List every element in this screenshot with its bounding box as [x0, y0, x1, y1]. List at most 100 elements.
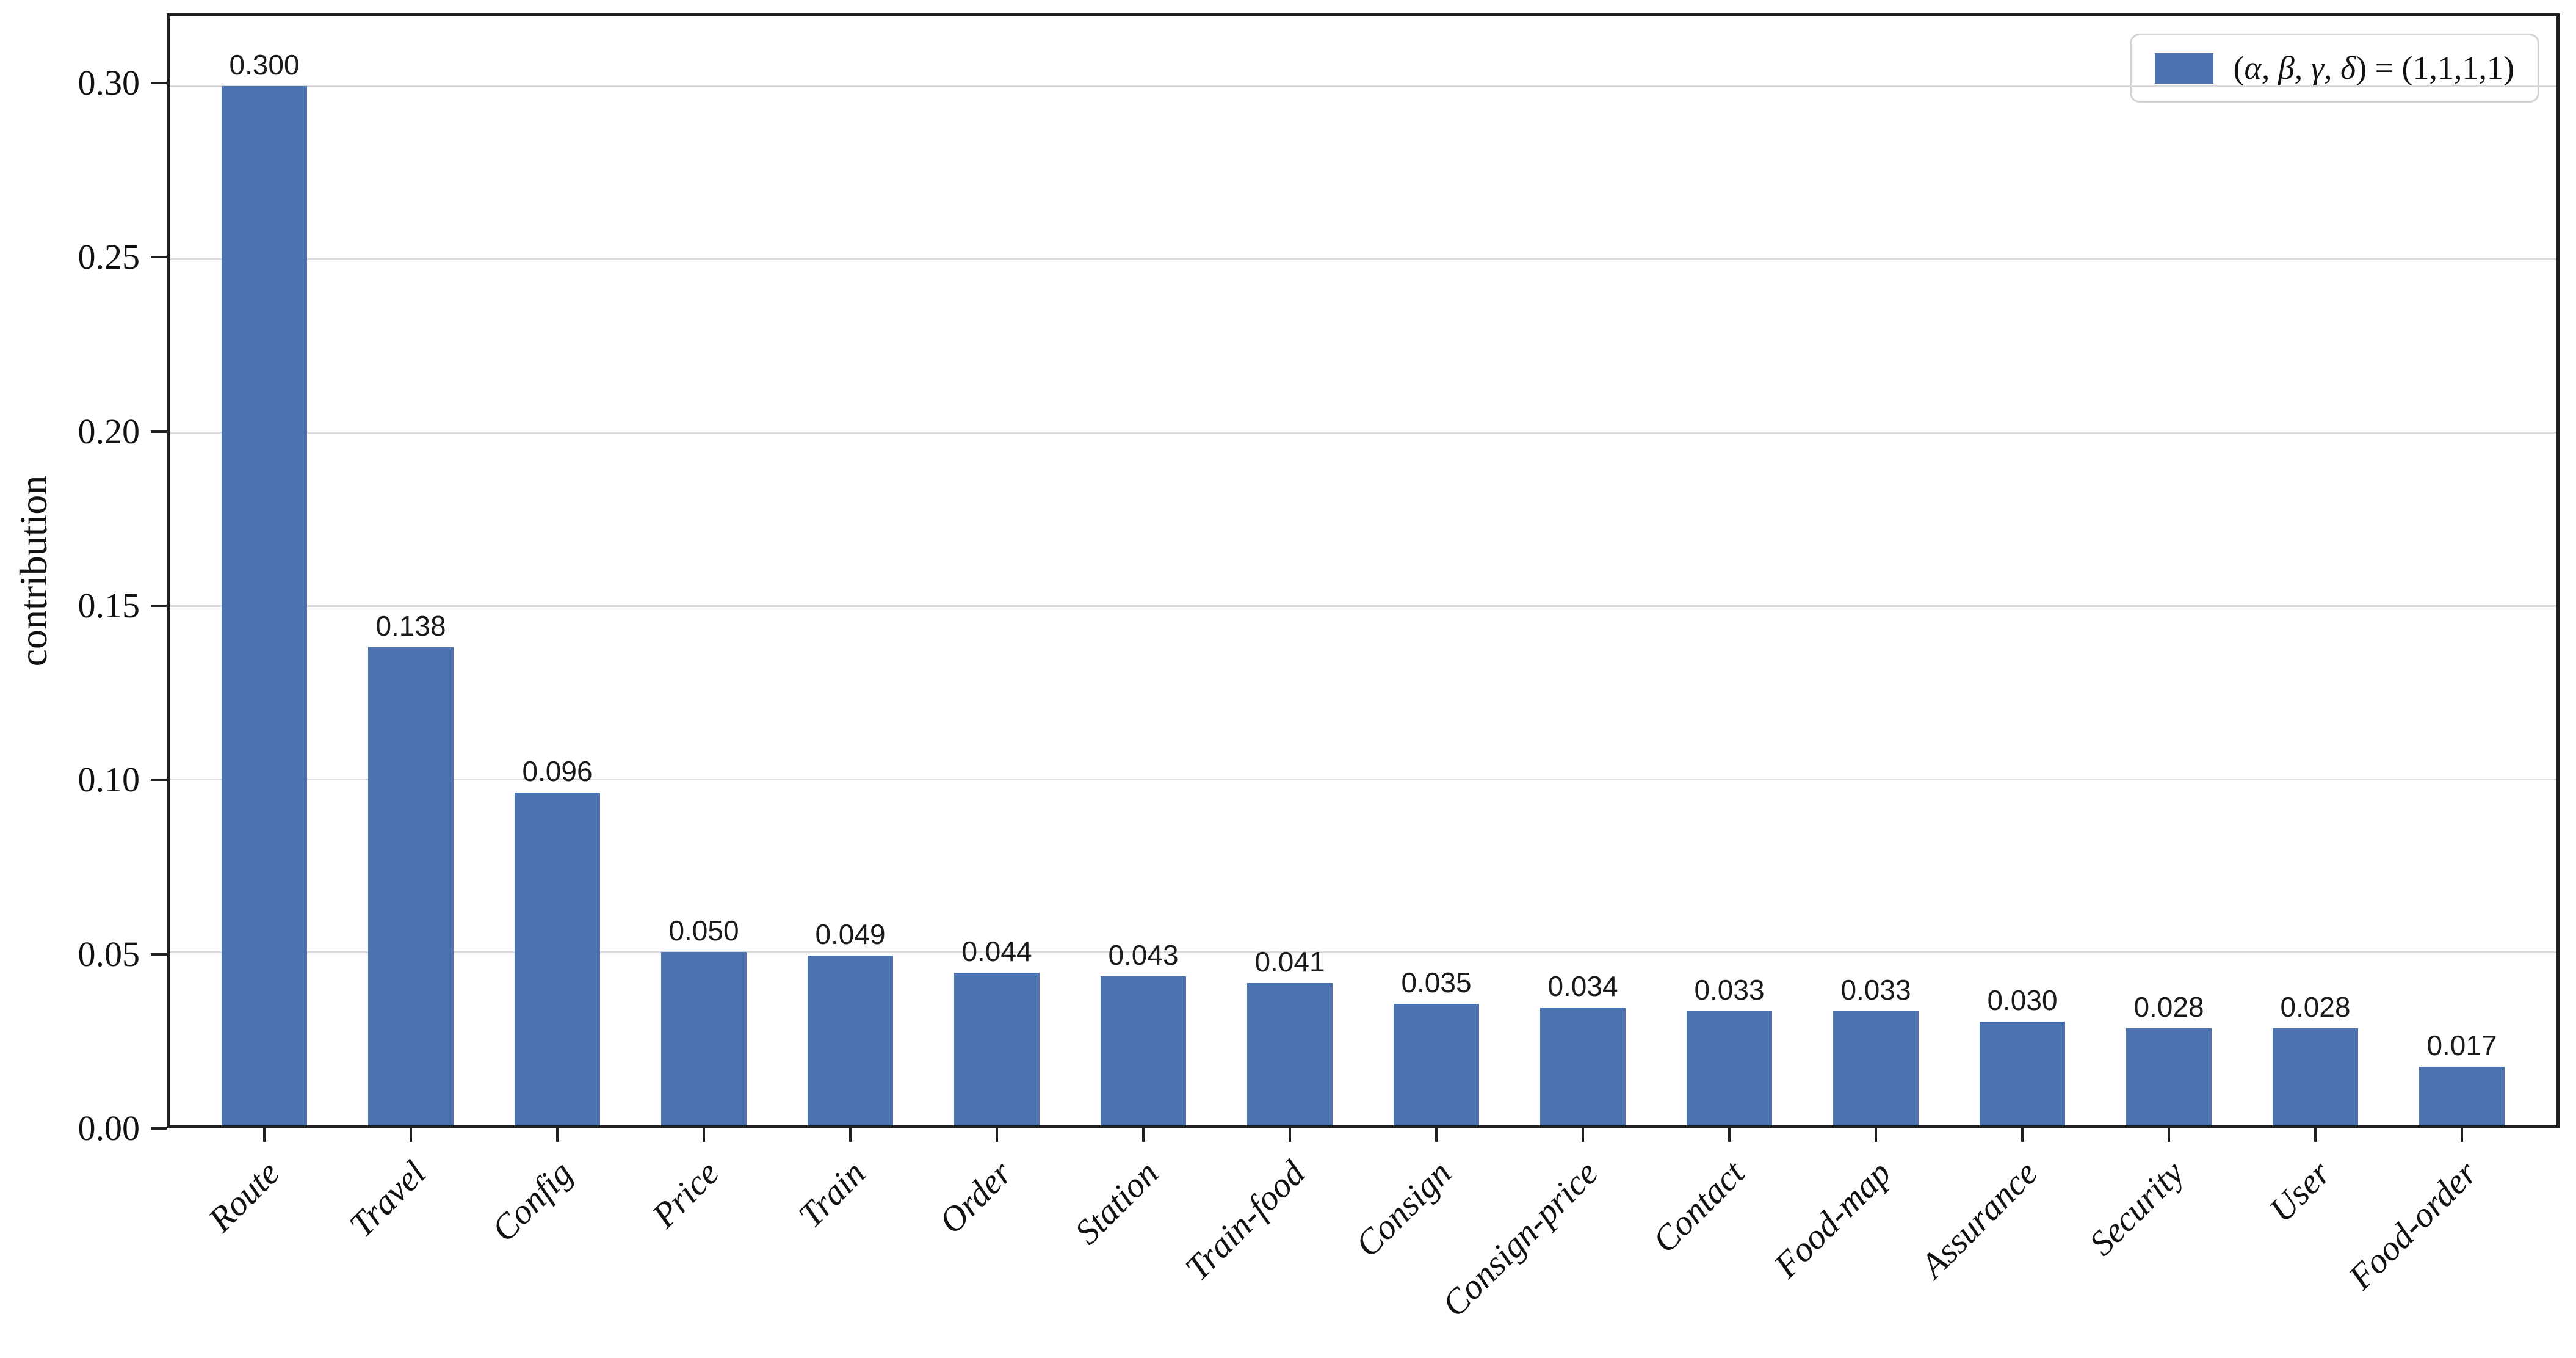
bar-value-label: 0.033: [1694, 973, 1765, 1006]
y-tick-label: 0.10: [78, 760, 140, 800]
category-slot-contact: 0.033 Contact: [1644, 16, 1803, 1260]
category-slot-train-food: 0.041 Train-food: [1178, 16, 1363, 1288]
x-tick-mark: [1728, 1128, 1731, 1142]
legend-label-open: (: [2233, 49, 2245, 86]
x-tick-mark: [996, 1128, 998, 1142]
x-tick-mark: [1289, 1128, 1291, 1142]
bar-value-label: 0.300: [229, 48, 300, 81]
gridline: [170, 778, 2556, 780]
bar-assurance: [1980, 1021, 2065, 1125]
bar-food-order: [2419, 1066, 2505, 1125]
gridline: [170, 605, 2556, 607]
bar-config: [515, 793, 600, 1125]
bar-travel: [368, 647, 454, 1125]
x-tick-label: Food-map: [1766, 1153, 1899, 1285]
x-tick-mark: [1875, 1128, 1877, 1142]
bar-contact: [1687, 1011, 1772, 1125]
y-axis-title: contribution: [12, 475, 55, 667]
y-tick-label: 0.15: [78, 586, 140, 626]
y-tick-label: 0.05: [78, 934, 140, 974]
bar-consign-price: [1540, 1008, 1626, 1125]
legend-label: (α, β, γ, δ) = (1,1,1,1): [2233, 49, 2514, 86]
x-tick-label: Train: [791, 1153, 874, 1236]
gridline: [170, 951, 2556, 954]
x-tick-label: Order: [931, 1153, 1020, 1241]
bar-value-label: 0.028: [2133, 991, 2204, 1023]
category-slot-consign: 0.035 Consign: [1347, 16, 1510, 1265]
category-slot-assurance: 0.030 Assurance: [1912, 16, 2096, 1285]
x-tick-label: Security: [2081, 1153, 2192, 1263]
category-slot-security: 0.028 Security: [2082, 16, 2242, 1263]
bar-value-label: 0.034: [1547, 970, 1618, 1003]
bar-station: [1101, 976, 1186, 1125]
bar-consign: [1394, 1004, 1479, 1125]
bar-route: [222, 85, 307, 1125]
bar-order: [954, 973, 1040, 1125]
y-tick-label: 0.30: [78, 63, 140, 103]
bar-value-label: 0.049: [815, 918, 886, 950]
category-slot-consign-price: 0.034 Consign-price: [1435, 16, 1656, 1324]
legend-label-values: ) = (1,1,1,1): [2356, 49, 2514, 86]
x-tick-label: Consign: [1347, 1153, 1460, 1265]
bar-security: [2126, 1028, 2212, 1125]
x-tick-label: Price: [644, 1153, 727, 1235]
plot-area: (α, β, γ, δ) = (1,1,1,1) 0.300 Route 0.138…: [167, 13, 2560, 1324]
category-slot-food-map: 0.033 Food-map: [1766, 16, 1949, 1285]
category-slot-station: 0.043 Station: [1067, 16, 1217, 1252]
x-tick-mark: [1142, 1128, 1145, 1142]
bar-train: [808, 955, 893, 1125]
bar-food-map: [1833, 1011, 1919, 1125]
bar-value-label: 0.043: [1108, 939, 1179, 971]
category-slot-travel: 0.138 Travel: [338, 16, 484, 1245]
y-tick-mark: [151, 779, 167, 782]
gridline: [170, 258, 2556, 261]
category-slot-config: 0.096 Config: [484, 16, 631, 1249]
x-tick-mark: [1435, 1128, 1438, 1142]
y-tick-label: 0.25: [78, 237, 140, 277]
category-slot-user: 0.028 User: [2242, 16, 2389, 1230]
x-tick-label: Consign-price: [1434, 1153, 1606, 1324]
bar-value-label: 0.096: [522, 755, 593, 788]
x-tick-mark: [703, 1128, 705, 1142]
bar-value-label: 0.035: [1401, 967, 1472, 999]
legend: (α, β, γ, δ) = (1,1,1,1): [2130, 34, 2539, 103]
category-slot-train: 0.049 Train: [777, 16, 924, 1235]
x-tick-label: Route: [200, 1153, 288, 1240]
category-slot-price: 0.050 Price: [631, 16, 777, 1235]
category-slot-order: 0.044 Order: [924, 16, 1070, 1241]
x-tick-mark: [849, 1128, 852, 1142]
x-tick-label: Food-order: [2340, 1153, 2485, 1297]
x-tick-label: Travel: [341, 1153, 434, 1245]
y-tick-mark: [151, 430, 167, 433]
y-tick-mark: [151, 605, 167, 608]
gridline: [170, 432, 2556, 434]
x-tick-label: Station: [1066, 1153, 1167, 1252]
x-tick-label: Assurance: [1912, 1153, 2046, 1285]
bar-value-label: 0.028: [2280, 991, 2351, 1023]
y-tick-label: 0.20: [78, 411, 140, 451]
legend-label-greek: α, β, γ, δ: [2244, 49, 2356, 86]
x-tick-mark: [1582, 1128, 1584, 1142]
bar-value-label: 0.044: [961, 935, 1032, 968]
x-tick-mark: [2021, 1128, 2024, 1142]
bar-value-label: 0.017: [2426, 1029, 2497, 1061]
x-tick-mark: [2168, 1128, 2170, 1142]
x-tick-label: Contact: [1644, 1153, 1753, 1261]
bars-container: 0.300 Route 0.138 Travel 0.096 Config 0.050 Pri…: [170, 16, 2556, 1324]
category-slot-food-order: 0.017 Food-order: [2340, 16, 2535, 1297]
bar-value-label: 0.030: [1987, 984, 2058, 1016]
x-tick-mark: [263, 1128, 266, 1142]
x-tick-label: Config: [483, 1153, 581, 1249]
bar-value-label: 0.041: [1254, 946, 1325, 978]
y-tick-mark: [151, 953, 167, 956]
x-tick-mark: [556, 1128, 559, 1142]
category-slot-route: 0.300 Route: [191, 16, 338, 1240]
bar-value-label: 0.138: [375, 609, 446, 642]
x-tick-label: Train-food: [1177, 1153, 1313, 1288]
bar-user: [2273, 1028, 2358, 1125]
y-tick-mark: [151, 256, 167, 259]
bar-value-label: 0.050: [668, 915, 739, 947]
x-tick-mark: [2314, 1128, 2317, 1142]
x-tick-mark: [410, 1128, 412, 1142]
